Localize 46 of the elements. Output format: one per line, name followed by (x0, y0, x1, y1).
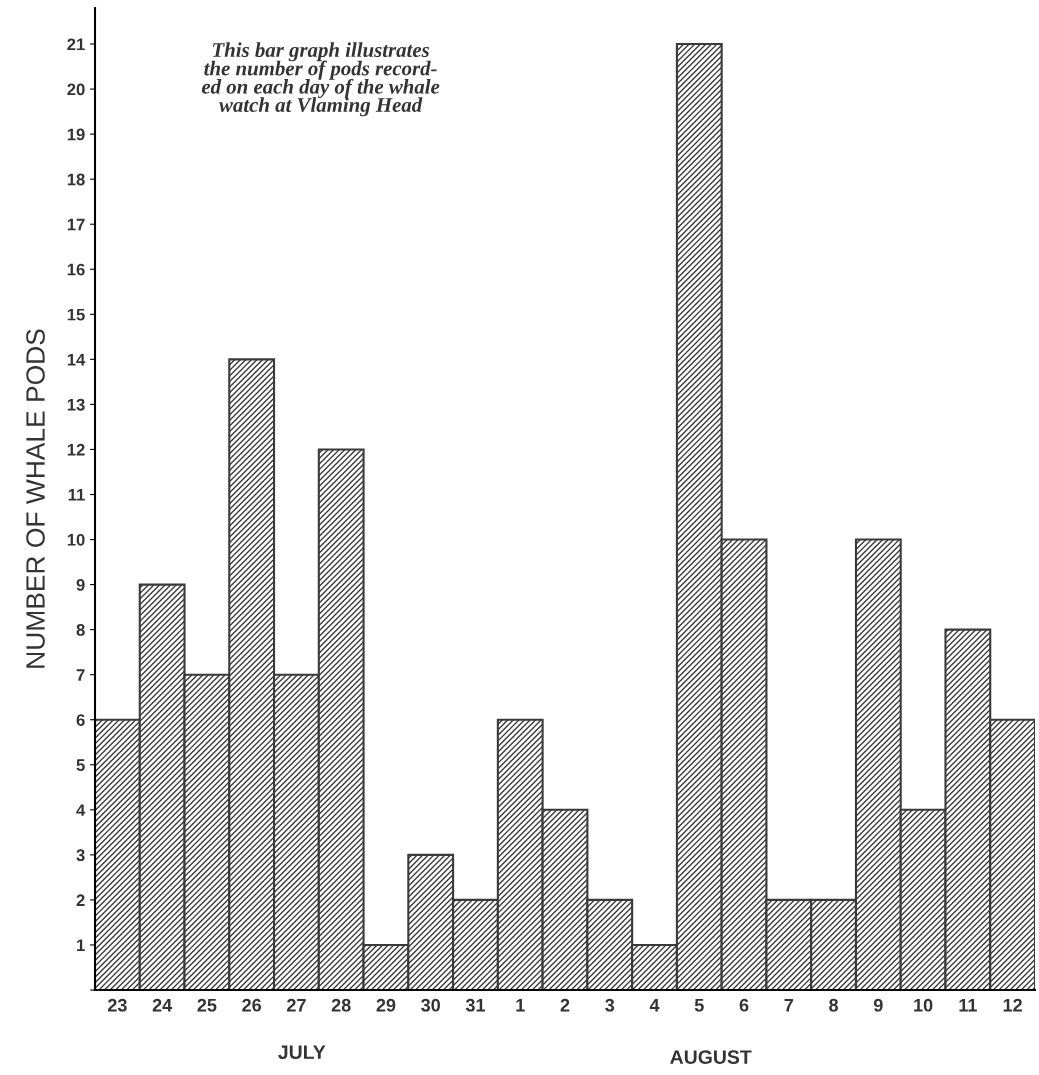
x-tick-label: 9 (873, 998, 883, 1012)
x-tick-label: 26 (242, 998, 262, 1012)
y-tick-label: 18 (67, 173, 85, 186)
annotation: This bar graph illustrates the number of pods record- ed on each day of the whale watch at Vlaming Head (201, 42, 440, 117)
x-tick-label: 30 (421, 998, 441, 1012)
y-tick-label: 9 (76, 578, 85, 591)
y-tick-label: 13 (67, 398, 85, 411)
y-tick-label: 2 (76, 894, 85, 906)
y-tick-label: 6 (76, 714, 85, 726)
y-tick-label: 12 (67, 443, 85, 456)
x-tick-label: 7 (784, 999, 794, 1012)
x-tick-label: 1 (516, 999, 525, 1012)
x-tick-label: 24 (152, 998, 173, 1012)
x-tick-label: 29 (376, 998, 396, 1012)
y-tick-label: 4 (76, 804, 86, 816)
y-tick-label: 1 (77, 939, 85, 951)
x-tick-label: 4 (649, 999, 660, 1012)
y-tick-label: 20 (67, 83, 85, 96)
y-tick-label: 15 (67, 308, 85, 321)
x-tick-label: 27 (287, 998, 306, 1012)
y-tick-label: 3 (76, 849, 85, 862)
x-tick-label: 3 (605, 998, 615, 1012)
y-tick-label: 14 (67, 353, 86, 366)
y-tick-label: 21 (67, 38, 85, 51)
y-tick-label: 11 (68, 489, 85, 501)
x-tick-label: 8 (829, 998, 839, 1012)
text: AUGUST (670, 1050, 752, 1064)
x-tick-label: 12 (1003, 998, 1022, 1012)
y-tick-label: 17 (67, 218, 85, 231)
y-tick-label: 5 (76, 759, 85, 771)
x-tick-label: 31 (465, 998, 486, 1012)
text: JULY (278, 1045, 326, 1060)
y-tick-label: 19 (67, 128, 85, 141)
x-tick-label: 2 (560, 998, 570, 1012)
y-axis-title: NUMBER OF WHALE PODS (26, 329, 45, 668)
x-tick-label: 10 (914, 998, 933, 1012)
x-tick-label: 6 (739, 998, 749, 1012)
y-tick-label: 10 (67, 533, 85, 546)
x-tick-label: 11 (959, 999, 977, 1012)
y-tick-label: 8 (76, 624, 85, 636)
x-tick-label: 28 (331, 998, 351, 1012)
x-tick-label: 25 (197, 998, 217, 1012)
y-tick-label: 7 (76, 669, 85, 681)
x-tick-label: 5 (694, 999, 704, 1012)
x-tick-label: 23 (107, 998, 127, 1012)
y-tick-label: 16 (67, 263, 85, 276)
